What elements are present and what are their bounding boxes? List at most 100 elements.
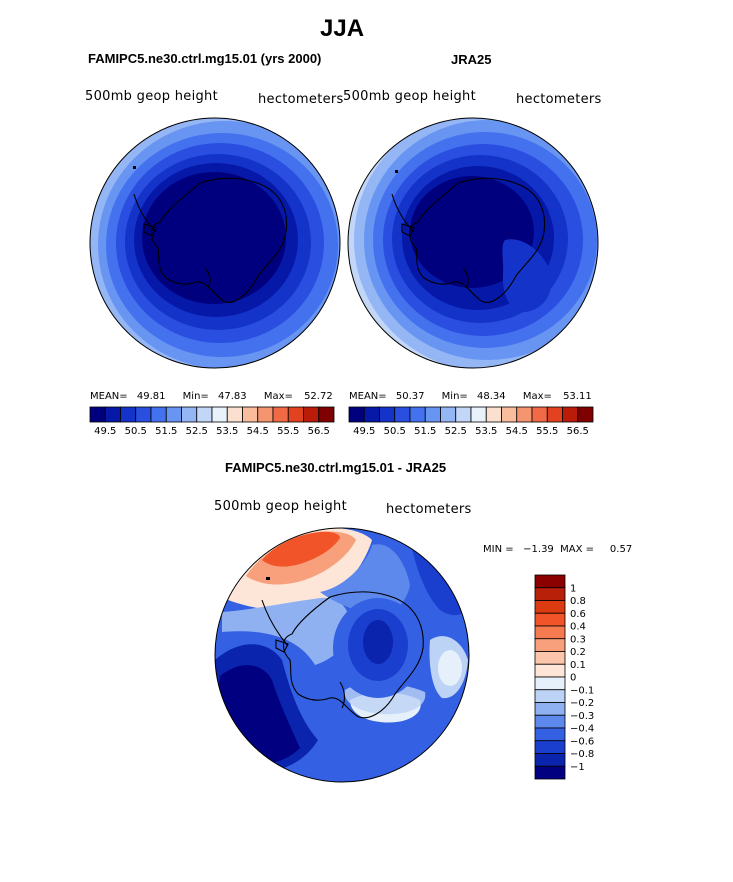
model-coastline (133, 177, 288, 303)
obs-panel-title: JRA25 (451, 52, 492, 67)
obs-mean-label: MEAN= (349, 391, 387, 402)
model-mean-label: MEAN= (90, 391, 128, 402)
model-colorbar-box (196, 406, 213, 423)
model-colorbar: 49.5 50.5 51.5 52.5 53.5 54.5 55.5 56.5 (89, 406, 335, 437)
model-map-border (89, 117, 341, 369)
diff-colorbar-tick-label: 0.8 (570, 596, 586, 607)
model-colorbar-box (104, 406, 121, 423)
model-colorbar-tick-label: 53.5 (216, 426, 238, 437)
model-colorbar-tick-label: 56.5 (308, 426, 330, 437)
diff-map (215, 528, 469, 782)
model-colorbar-tick-label: 49.5 (94, 426, 116, 437)
obs-colorbar-box (424, 406, 441, 423)
obs-colorbar-tick-label: 53.5 (475, 426, 497, 437)
diff-colorbar-box (534, 638, 566, 652)
model-colorbar-box (150, 406, 167, 423)
model-units-label: hectometers (258, 92, 344, 107)
diff-colorbar-box (534, 600, 566, 614)
obs-colorbar-tick-label: 54.5 (506, 426, 528, 437)
obs-colorbar-box (379, 406, 396, 423)
obs-max-value: 53.11 (563, 391, 592, 402)
obs-units-label: hectometers (516, 92, 602, 107)
obs-min-value: 48.34 (476, 391, 506, 402)
obs-colorbar-box (562, 406, 579, 423)
model-colorbar-box (287, 406, 304, 423)
model-mean-value: 49.81 (136, 391, 166, 402)
obs-colorbar-box (394, 406, 411, 423)
obs-map (348, 118, 598, 368)
diff-colorbar-box (534, 663, 566, 678)
obs-stats: MEAN= 50.37 Min= 48.34 Max= 53.11 (349, 391, 592, 402)
obs-colorbar-box (363, 406, 380, 423)
model-colorbar-box (272, 406, 289, 423)
diff-colorbar-box (534, 676, 566, 691)
obs-coastline (391, 177, 546, 303)
model-map-core (142, 172, 286, 304)
obs-colorbar-box (470, 406, 487, 423)
diff-colorbar-box (534, 765, 566, 780)
model-variable-label: 500mb geop height (85, 89, 218, 104)
diff-colorbar-box (534, 651, 566, 665)
obs-colorbar-box (501, 406, 518, 423)
obs-colorbar-box (455, 406, 472, 423)
diff-minmax: MIN = −1.39 MAX = 0.57 (483, 544, 633, 555)
obs-variable-label: 500mb geop height (343, 89, 476, 104)
diff-map-light-zone-1 (222, 597, 351, 665)
model-colorbar-box (181, 406, 198, 423)
obs-colorbar-box (485, 406, 502, 423)
diff-colorbar-box (534, 625, 566, 640)
diff-colorbar-tick-label: 0.2 (570, 647, 586, 658)
diff-map-border (214, 527, 470, 783)
obs-island (395, 170, 398, 173)
obs-max-label: Max= (522, 391, 552, 402)
diff-colorbar-box (534, 574, 566, 589)
diff-map-negative-core (363, 620, 393, 664)
model-colorbar-box (303, 406, 320, 423)
diff-colorbar-tick-label: 1 (570, 583, 576, 594)
model-min-value: 47.83 (217, 391, 247, 402)
diff-coastline (261, 591, 424, 719)
model-stats: MEAN= 49.81 Min= 47.83 Max= 52.72 (90, 391, 333, 402)
diff-variable-label: 500mb geop height (214, 499, 347, 514)
model-max-value: 52.72 (304, 391, 333, 402)
obs-colorbar-tick-label: 55.5 (536, 426, 558, 437)
model-colorbar-box (165, 406, 182, 423)
obs-min-label: Min= (441, 391, 468, 402)
obs-colorbar-tick-label: 50.5 (384, 426, 406, 437)
figure-title: JJA (320, 15, 365, 42)
diff-colorbar-box (534, 714, 566, 729)
diff-colorbar-tick-label: −0.1 (570, 685, 594, 696)
diff-units-label: hectometers (386, 502, 472, 517)
model-colorbar-box (242, 406, 259, 423)
model-max-label: Max= (263, 391, 293, 402)
diff-colorbar-tick-label: −0.8 (570, 749, 594, 760)
obs-map-lobe (502, 239, 552, 312)
diff-colorbar-box (534, 727, 566, 742)
model-island (133, 166, 136, 169)
model-colorbar-box (257, 406, 274, 423)
diff-colorbar-box (534, 753, 566, 767)
diff-map-east-pale (438, 650, 462, 686)
model-colorbar-box (89, 406, 106, 423)
diff-colorbar-tick-label: 0 (570, 673, 576, 684)
diff-colorbar-tick-label: −0.3 (570, 711, 594, 722)
obs-mean-value: 50.37 (395, 391, 425, 402)
obs-colorbar-tick-label: 52.5 (445, 426, 467, 437)
diff-colorbar-tick-label: −0.2 (570, 698, 594, 709)
model-colorbar-box (211, 406, 228, 423)
diff-island (266, 577, 270, 580)
obs-colorbar-box (546, 406, 563, 423)
obs-colorbar-tick-label: 51.5 (414, 426, 436, 437)
obs-colorbar-box (348, 406, 365, 423)
obs-colorbar-tick-label: 49.5 (353, 426, 375, 437)
obs-colorbar-box (409, 406, 426, 423)
diff-colorbar-tick-label: −0.4 (570, 724, 594, 735)
diff-colorbar-box (534, 702, 566, 716)
diff-colorbar-tick-label: 0.3 (570, 634, 586, 645)
obs-colorbar-tick-label: 56.5 (567, 426, 589, 437)
diff-colorbar-tick-label: −0.6 (570, 736, 594, 747)
model-map (90, 118, 340, 368)
model-colorbar-box (120, 406, 137, 423)
model-colorbar-tick-label: 52.5 (186, 426, 208, 437)
diff-colorbar-box (534, 689, 566, 703)
